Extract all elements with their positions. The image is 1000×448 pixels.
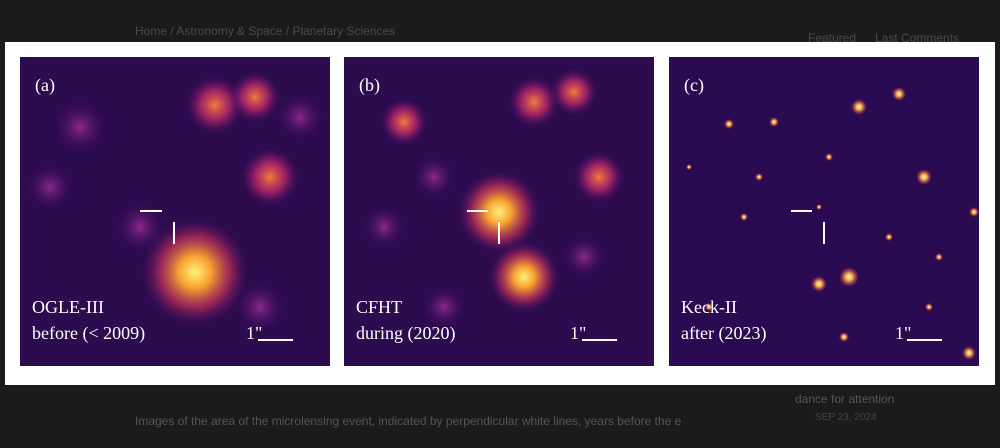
- epoch-label: after (2023): [681, 323, 767, 343]
- panel-tag: (c): [684, 75, 704, 95]
- panel: (c) Keck-II after (2023) 1": [669, 57, 979, 366]
- panel: (a) OGLE-III before (< 2009) 1": [20, 57, 330, 366]
- instrument-label: Keck-II: [681, 297, 737, 317]
- scale-label: 1": [246, 323, 263, 343]
- image: [344, 57, 654, 366]
- caption: Images of the area of the microlensing e…: [135, 414, 682, 428]
- scale-label: 1": [570, 323, 587, 343]
- panel-tag: (b): [359, 75, 380, 95]
- breadcrumb: Home / Astronomy & Space / Planetary Sci…: [135, 24, 396, 38]
- crumb[interactable]: Planetary Sciences: [292, 24, 396, 38]
- sidebar-date: SEP 23, 2024: [815, 412, 877, 423]
- instrument-label: CFHT: [356, 297, 403, 317]
- tab[interactable]: Last Comments: [875, 31, 960, 45]
- crumb[interactable]: Astronomy & Space: [176, 24, 283, 38]
- image: [669, 57, 979, 366]
- epoch-label: during (2020): [356, 323, 456, 343]
- scale-label: 1": [895, 323, 912, 343]
- panel: (b) CFHT during (2020) 1": [344, 57, 654, 366]
- panel-tag: (a): [35, 75, 55, 95]
- sidebar-title[interactable]: dance for attention: [795, 392, 895, 406]
- instrument-label: OGLE-III: [32, 297, 104, 317]
- tab[interactable]: Featured: [808, 31, 857, 45]
- crumb[interactable]: Home: [135, 24, 168, 38]
- lightbox: (a) OGLE-III before (< 2009) 1" (b) CFHT duri…: [5, 42, 995, 385]
- epoch-label: before (< 2009): [32, 323, 146, 343]
- image: [20, 57, 330, 366]
